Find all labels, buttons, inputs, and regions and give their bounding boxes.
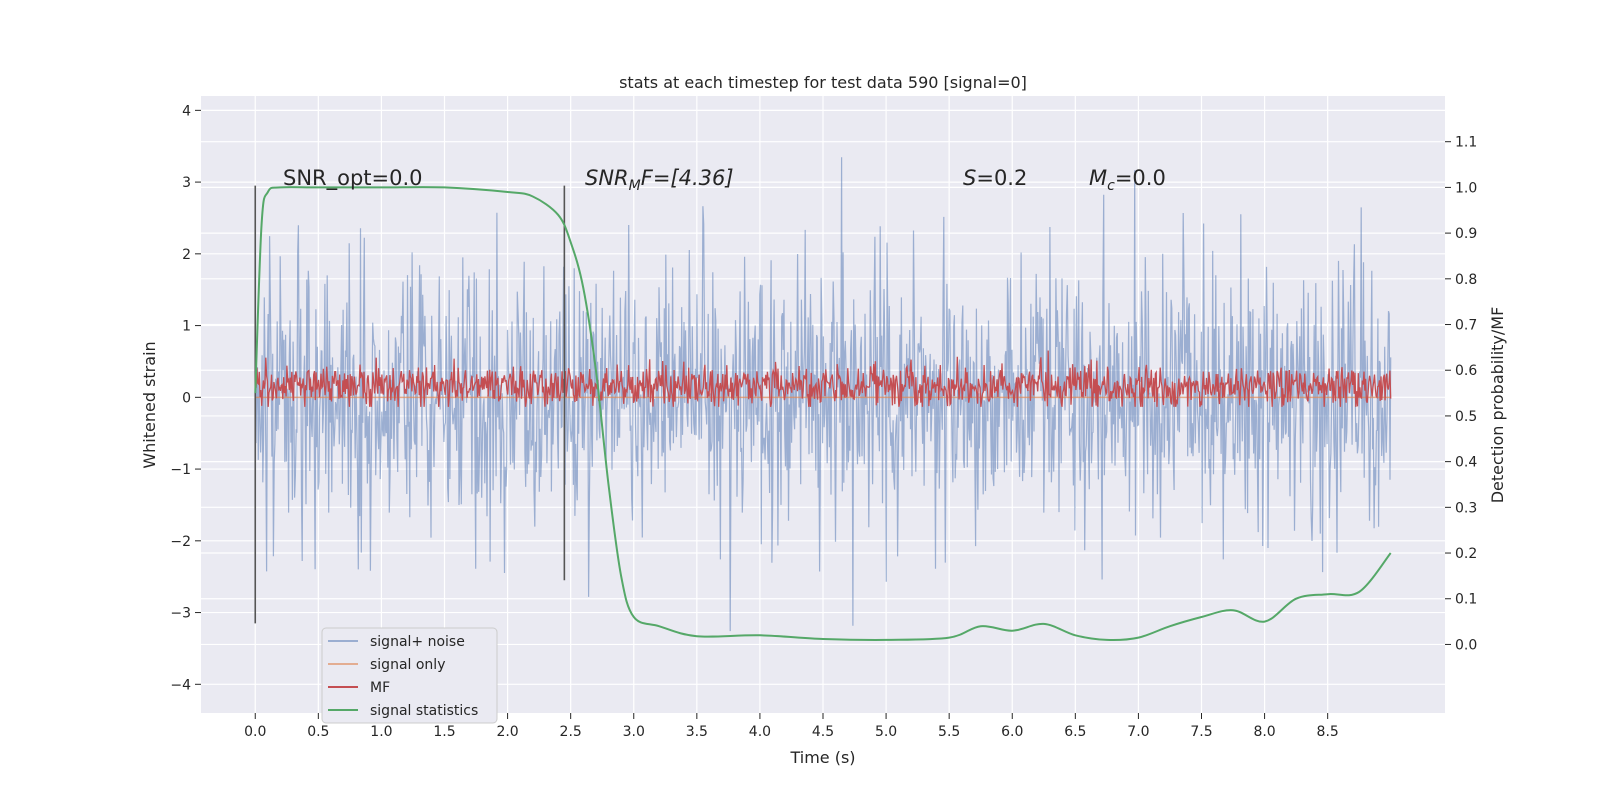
y2-tick-label: 0.7 (1455, 318, 1477, 334)
y-tick-label: 0 (182, 390, 191, 406)
annotation-mc-subscript: c (1107, 178, 1115, 194)
y2-tick-label: 0.4 (1455, 455, 1477, 471)
y-tick-label: −3 (170, 606, 191, 622)
y2-tick-label: 1.0 (1455, 180, 1477, 196)
x-tick-label: 0.5 (307, 724, 329, 740)
x-tick-label: 4.0 (749, 724, 771, 740)
x-tick-label: 1.5 (433, 724, 455, 740)
x-tick-label: 6.0 (1001, 724, 1023, 740)
annotation-snr-mf-symbol: SNR (585, 166, 629, 190)
ticks: 0.0 0.5 1.0 1.5 2.0 2.5 3.0 3.5 4.0 4.5 5.0 5.5 6.0 6… (170, 103, 1477, 740)
legend-label-signal-statistics: signal statistics (370, 703, 478, 719)
x-tick-label: 7.5 (1190, 724, 1212, 740)
series-layer (254, 157, 1392, 642)
y-tick-label: 2 (182, 247, 191, 263)
x-tick-label: 8.5 (1317, 724, 1339, 740)
series-signal-noise-line (254, 157, 1392, 632)
annotation-snr-opt: SNR_opt=0.0 (283, 166, 423, 191)
x-tick-label: 8.0 (1253, 724, 1275, 740)
annotation-snr-mf-value: F=[4.36] (641, 166, 734, 190)
chart-title: stats at each timestep for test data 590… (619, 73, 1027, 92)
x-tick-label: 5.5 (938, 724, 960, 740)
x-axis-label: Time (s) (789, 748, 855, 767)
y2-tick-label: 0.5 (1455, 409, 1477, 425)
annotation-mc: Mc=0.0 (1089, 166, 1166, 194)
legend-label-signal-noise: signal+ noise (370, 634, 465, 650)
x-tick-label: 3.5 (686, 724, 708, 740)
annotation-s: S=0.2 (963, 166, 1027, 190)
y-tick-label: 4 (182, 103, 191, 119)
y2-tick-label: 0.3 (1455, 500, 1477, 516)
annotation-snr-mf-subscript: M (629, 178, 641, 194)
y-tick-label: −1 (170, 462, 191, 478)
legend-box (321, 627, 498, 724)
x-tick-label: 3.0 (623, 724, 645, 740)
y-tick-label: 3 (182, 175, 191, 191)
y2-tick-label: 0.0 (1455, 637, 1477, 653)
y2-tick-label: 0.9 (1455, 226, 1477, 242)
x-tick-label: 4.5 (812, 724, 834, 740)
series-signal-statistics-line (254, 186, 1392, 642)
series-mf-line (254, 350, 1392, 407)
annotation-mc-symbol: M (1089, 166, 1107, 190)
y2-tick-label: 0.8 (1455, 272, 1477, 288)
x-tick-label: 0.0 (244, 724, 266, 740)
y2-tick-label: 0.2 (1455, 546, 1477, 562)
annotation-snr-mf: SNRMF=[4.36] (585, 166, 734, 194)
x-tick-label: 1.0 (370, 724, 392, 740)
y-tick-label: 1 (182, 319, 191, 335)
legend-label-mf: MF (370, 680, 390, 696)
annotation-s-symbol: S (963, 166, 976, 190)
y-axis-label: Whitened strain (140, 341, 159, 468)
y-tick-label: −4 (170, 677, 191, 693)
legend-label-signal-only: signal only (370, 657, 445, 673)
annotation-mc-value: =0.0 (1115, 166, 1166, 190)
y2-tick-label: 0.1 (1455, 592, 1477, 608)
y2-axis-label: Detection probability/MF (1488, 307, 1507, 504)
x-tick-label: 7.0 (1127, 724, 1149, 740)
legend: signal+ noise signal only MF signal stat… (321, 627, 498, 724)
y2-tick-label: 1.1 (1455, 135, 1477, 151)
x-tick-label: 2.0 (496, 724, 518, 740)
y-tick-label: −2 (170, 534, 191, 550)
x-tick-label: 2.5 (560, 724, 582, 740)
x-tick-label: 6.5 (1064, 724, 1086, 740)
annotation-s-value: =0.2 (976, 166, 1027, 190)
y2-tick-label: 0.6 (1455, 363, 1477, 379)
x-tick-label: 5.0 (875, 724, 897, 740)
